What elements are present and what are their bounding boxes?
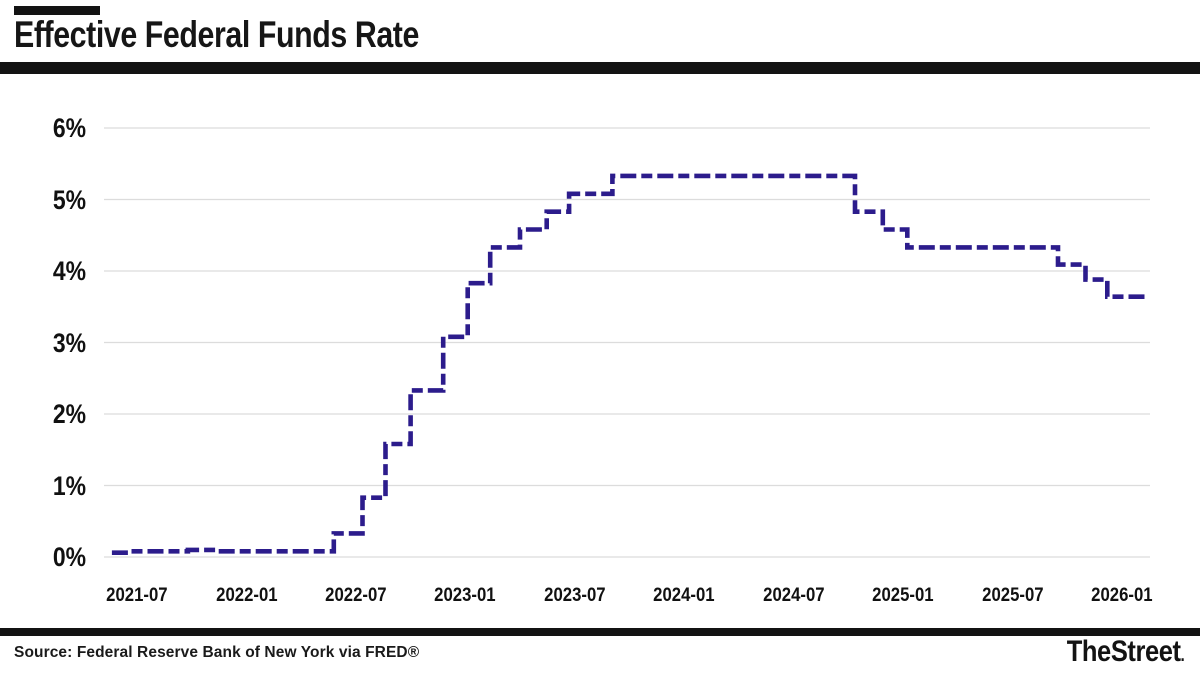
thestreet-logo-dot: . [1180,645,1184,665]
fed-funds-rate-plot [104,127,1150,558]
title-divider-bar [0,62,1200,74]
x-axis-tick-label: 2021-07 [106,585,168,606]
x-axis-tick-label: 2023-01 [434,585,496,606]
chart-canvas: 0% 1% 2% 3% 4% 5% 6% 2021-07 2022-01 2022-07 2023-… [0,74,1200,614]
y-axis-tick-label: 2% [52,399,86,429]
x-axis-tick-label: 2022-01 [215,585,278,606]
thestreet-logo: TheStreet. [1046,635,1184,669]
x-axis-tick-label: 2024-07 [762,585,825,606]
x-axis-tick-label: 2026-01 [1091,585,1153,606]
y-axis-tick-label: 6% [52,113,86,143]
x-axis-tick-label: 2023-07 [544,585,606,606]
y-axis-tick-label: 3% [52,327,86,358]
x-axis-tick-label: 2025-01 [872,585,934,606]
y-axis-tick-label: 4% [52,256,86,286]
x-axis-tick-label: 2022-07 [325,585,387,606]
y-axis-tick-label: 1% [52,470,86,501]
source-attribution: Source: Federal Reserve Bank of New York… [14,644,420,661]
page-title-text: Effective Federal Funds Rate [14,14,419,55]
x-axis-tick-label: 2025-07 [981,585,1044,606]
x-axis-tick-label: 2024-01 [653,585,715,606]
page-title: Effective Federal Funds Rate [14,14,508,56]
top-accent-bar [14,6,100,15]
thestreet-logo-text: TheStreet [1066,635,1181,668]
y-axis-tick-label: 0% [52,542,86,572]
y-axis-tick-label: 5% [52,184,86,215]
footer-divider-bar [0,628,1200,636]
effr-data-line [111,173,1148,555]
